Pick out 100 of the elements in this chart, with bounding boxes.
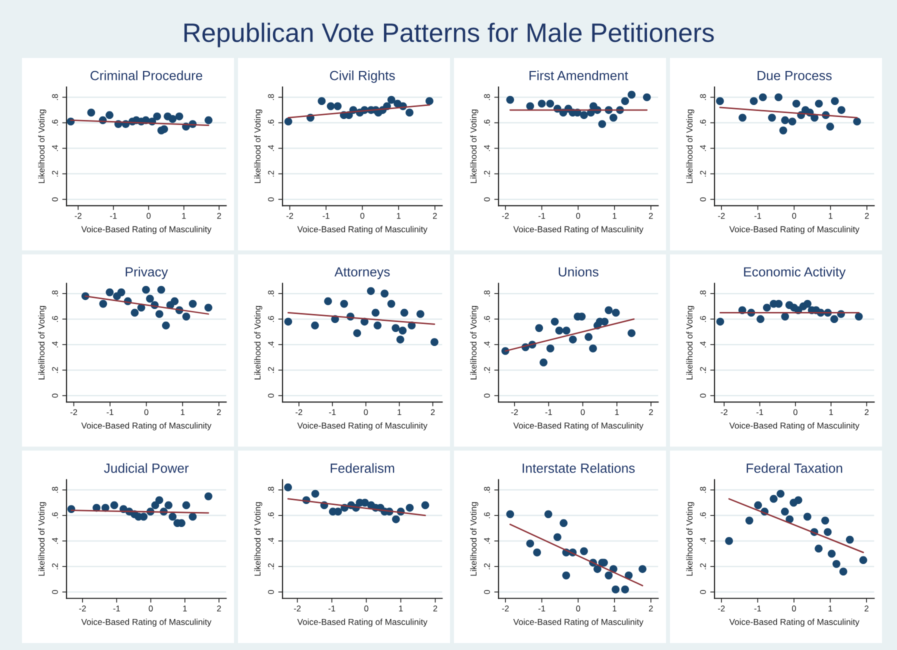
y-tick-label: .8 (52, 290, 58, 296)
x-tick-label: -1 (106, 409, 114, 416)
x-tick-label: -2 (296, 409, 302, 416)
x-tick-label: -2 (502, 606, 509, 612)
y-tick-label: .8 (484, 486, 490, 493)
y-tick-label: .4 (700, 538, 706, 544)
point (854, 312, 863, 320)
y-tick-label: .8 (484, 290, 490, 296)
x-tick-label: 0 (364, 409, 368, 416)
point (170, 297, 179, 306)
point (781, 312, 789, 320)
x-tick-label: 2 (649, 409, 653, 416)
point (324, 297, 332, 306)
point (380, 290, 389, 298)
x-tick-label: -2 (286, 212, 294, 219)
y-tick-label: .4 (268, 145, 274, 152)
x-tick-label: -2 (720, 409, 728, 416)
point (826, 122, 834, 131)
y-tick-label: .8 (52, 486, 58, 493)
point (506, 96, 514, 104)
point (311, 490, 320, 498)
y-tick-label: .4 (484, 145, 490, 152)
x-axis-title: Voice-Based Rating of Masculinity (513, 422, 644, 430)
point (372, 308, 380, 317)
point (546, 100, 554, 108)
point (392, 515, 400, 524)
y-tick-label: .6 (484, 120, 490, 126)
y-tick-label: .8 (700, 486, 706, 493)
point (610, 114, 618, 122)
point (562, 326, 570, 335)
point (130, 308, 139, 317)
x-tick-label: -2 (70, 409, 78, 416)
point (804, 300, 812, 308)
point (87, 108, 96, 116)
x-tick-label: 2 (648, 606, 653, 612)
y-tick-label: .4 (52, 145, 58, 152)
x-tick-label: 0 (576, 606, 580, 612)
point (117, 288, 126, 296)
y-axis-title: Likelihood of Voting (686, 502, 694, 576)
point (526, 540, 534, 548)
y-tick-label: .4 (268, 341, 274, 348)
y-tick-label: .4 (52, 341, 58, 348)
text: Republican Vote Patterns for Male Petitioners (184, 22, 714, 48)
point (160, 125, 168, 134)
x-tick-label: 1 (612, 606, 616, 612)
x-tick-label: 1 (399, 606, 403, 612)
point (544, 510, 552, 518)
y-tick-label: .4 (484, 538, 490, 544)
point (387, 96, 396, 104)
point (621, 586, 629, 594)
point (830, 97, 839, 106)
x-axis-title: Voice-Based Rating of Masculinity (81, 618, 212, 627)
y-tick-label: .6 (52, 512, 58, 518)
y-tick-label: 0 (268, 590, 274, 594)
point (580, 111, 588, 120)
x-tick-label: -1 (113, 606, 120, 612)
point (153, 112, 162, 120)
x-tick-label: -1 (754, 606, 761, 612)
point (554, 533, 562, 542)
point (164, 501, 172, 510)
y-tick-label: .6 (268, 512, 274, 518)
y-tick-label: 0 (484, 197, 490, 202)
point (396, 336, 404, 344)
point (110, 501, 118, 510)
y-axis-title: Likelihood of Voting (254, 110, 262, 184)
point (814, 544, 823, 553)
point (642, 93, 651, 102)
point (146, 294, 154, 303)
x-tick-label: 0 (580, 409, 585, 416)
y-tick-label: .2 (52, 170, 58, 177)
y-axis-title: Likelihood of Voting (254, 306, 262, 380)
point (535, 324, 544, 332)
y-tick-label: .8 (484, 94, 490, 100)
point (366, 287, 375, 295)
point (792, 100, 800, 108)
chart-title: First Amendment (530, 70, 628, 80)
point (750, 97, 758, 106)
point (814, 100, 823, 108)
point (182, 312, 190, 320)
point (538, 100, 546, 108)
y-axis-title: Likelihood of Voting (38, 110, 46, 184)
y-tick-label: .6 (268, 316, 274, 322)
x-tick-label: 2 (433, 212, 437, 219)
y-tick-label: .2 (484, 563, 490, 570)
point (340, 300, 348, 308)
point (794, 496, 802, 504)
x-tick-label: 0 (793, 409, 798, 416)
point (188, 512, 197, 521)
y-tick-label: .6 (484, 512, 490, 518)
y-axis-title: Likelihood of Voting (470, 306, 478, 380)
y-tick-label: .6 (268, 120, 274, 126)
x-tick-label: 1 (829, 409, 833, 416)
y-tick-label: .4 (52, 538, 58, 544)
x-tick-label: 1 (183, 606, 187, 612)
x-tick-label: 0 (148, 606, 153, 612)
y-tick-label: .2 (268, 563, 274, 570)
point (526, 102, 534, 110)
point (725, 537, 733, 545)
point (284, 483, 292, 492)
point (803, 512, 812, 521)
